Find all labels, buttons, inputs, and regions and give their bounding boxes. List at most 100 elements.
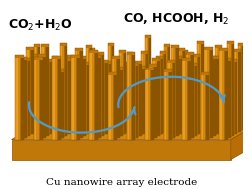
Polygon shape — [82, 62, 89, 65]
Polygon shape — [49, 59, 52, 134]
Polygon shape — [163, 69, 172, 72]
Polygon shape — [19, 57, 21, 138]
Polygon shape — [189, 63, 191, 136]
Polygon shape — [119, 67, 122, 136]
Polygon shape — [226, 41, 231, 136]
Polygon shape — [122, 62, 129, 65]
Polygon shape — [189, 63, 194, 136]
Polygon shape — [163, 69, 166, 140]
Polygon shape — [126, 62, 129, 132]
Polygon shape — [108, 43, 114, 46]
Polygon shape — [167, 60, 169, 138]
Polygon shape — [229, 60, 236, 62]
Polygon shape — [170, 45, 173, 136]
Polygon shape — [126, 52, 132, 140]
Polygon shape — [52, 56, 56, 130]
Polygon shape — [107, 61, 110, 132]
Polygon shape — [78, 56, 80, 136]
Polygon shape — [89, 45, 92, 132]
Polygon shape — [185, 50, 187, 130]
Polygon shape — [52, 65, 55, 132]
Polygon shape — [181, 50, 185, 130]
Polygon shape — [79, 48, 82, 138]
Polygon shape — [104, 61, 106, 132]
Polygon shape — [193, 63, 196, 136]
Polygon shape — [144, 36, 148, 130]
Polygon shape — [218, 55, 224, 57]
Polygon shape — [45, 59, 47, 134]
Polygon shape — [211, 56, 215, 134]
Polygon shape — [82, 56, 86, 136]
Text: Cu nanowire array electrode: Cu nanowire array electrode — [45, 177, 196, 187]
Polygon shape — [185, 52, 191, 138]
Polygon shape — [138, 61, 141, 136]
Polygon shape — [86, 62, 89, 134]
Polygon shape — [108, 43, 109, 130]
Polygon shape — [63, 58, 70, 61]
Polygon shape — [23, 58, 30, 61]
Polygon shape — [56, 69, 61, 138]
Polygon shape — [82, 62, 86, 134]
Polygon shape — [159, 51, 166, 54]
Polygon shape — [48, 65, 55, 68]
Polygon shape — [119, 50, 126, 53]
Polygon shape — [108, 43, 111, 130]
Polygon shape — [148, 64, 151, 138]
Polygon shape — [115, 67, 120, 136]
Polygon shape — [181, 50, 187, 53]
Polygon shape — [152, 58, 160, 61]
Polygon shape — [222, 57, 230, 60]
Polygon shape — [112, 72, 116, 140]
Polygon shape — [170, 45, 178, 48]
Polygon shape — [89, 48, 95, 51]
Polygon shape — [41, 44, 43, 136]
Polygon shape — [67, 55, 71, 132]
Polygon shape — [130, 63, 135, 138]
Polygon shape — [215, 56, 218, 134]
Polygon shape — [196, 41, 200, 132]
Polygon shape — [15, 55, 24, 58]
Polygon shape — [218, 55, 222, 130]
Polygon shape — [148, 64, 153, 138]
Polygon shape — [200, 72, 203, 140]
Polygon shape — [38, 54, 43, 138]
Polygon shape — [64, 43, 67, 136]
Polygon shape — [167, 60, 172, 138]
Polygon shape — [108, 72, 113, 140]
Polygon shape — [204, 47, 206, 138]
Polygon shape — [15, 55, 21, 140]
Polygon shape — [163, 44, 169, 47]
Polygon shape — [55, 56, 58, 130]
Polygon shape — [174, 56, 181, 59]
Polygon shape — [111, 57, 119, 60]
Polygon shape — [218, 48, 227, 51]
Polygon shape — [160, 56, 163, 134]
Polygon shape — [104, 60, 107, 134]
Polygon shape — [144, 67, 153, 70]
Polygon shape — [111, 57, 114, 138]
Polygon shape — [137, 66, 139, 134]
Polygon shape — [111, 43, 114, 130]
Polygon shape — [104, 61, 108, 132]
Polygon shape — [200, 72, 209, 75]
Polygon shape — [181, 58, 184, 140]
Polygon shape — [174, 56, 176, 134]
Polygon shape — [52, 56, 58, 59]
Polygon shape — [185, 52, 187, 138]
Polygon shape — [67, 58, 70, 134]
Polygon shape — [89, 50, 98, 53]
Polygon shape — [52, 56, 58, 140]
Polygon shape — [26, 47, 34, 50]
Polygon shape — [12, 140, 230, 160]
Polygon shape — [100, 60, 105, 134]
Polygon shape — [119, 50, 123, 134]
Polygon shape — [34, 57, 39, 140]
Polygon shape — [34, 44, 40, 47]
Polygon shape — [152, 58, 154, 136]
Polygon shape — [89, 48, 91, 130]
Polygon shape — [130, 63, 138, 66]
Polygon shape — [78, 56, 86, 59]
Polygon shape — [67, 55, 69, 132]
Polygon shape — [71, 58, 72, 130]
Polygon shape — [163, 69, 169, 140]
